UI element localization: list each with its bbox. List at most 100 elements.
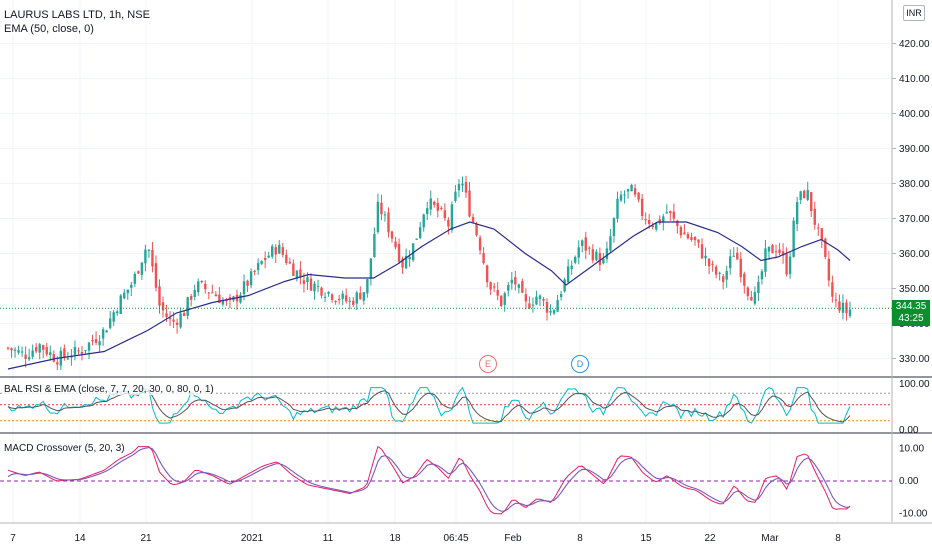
candle-body	[521, 281, 524, 293]
candle-body	[581, 240, 584, 246]
candle-body	[799, 191, 802, 200]
candle-body	[348, 300, 351, 302]
candle-body	[359, 292, 362, 300]
candle-body	[517, 284, 521, 288]
candle-body	[757, 281, 760, 294]
candle-body	[640, 198, 644, 216]
candle-body	[281, 247, 284, 255]
candle-body	[510, 279, 513, 284]
candle-body	[94, 339, 98, 343]
candle-body	[700, 244, 704, 259]
candle-body	[795, 202, 799, 225]
candle-body	[299, 269, 302, 277]
candle-body	[137, 271, 140, 274]
macd-axis-label: 10.00	[899, 443, 924, 454]
dividend-event-label: D	[576, 359, 584, 369]
x-tick-label: Mar	[761, 533, 779, 544]
y-tick-label: 330.00	[899, 354, 930, 365]
dividend-event-marker[interactable]: D	[571, 355, 589, 373]
candle-body	[337, 298, 341, 301]
candle-body	[267, 255, 270, 258]
y-tick-label: 420.00	[899, 39, 930, 50]
macd-legend-text: MACD Crossover (5, 20, 3)	[4, 443, 125, 454]
y-tick-label: 380.00	[899, 179, 930, 190]
candle-body	[397, 243, 401, 262]
candle-body	[820, 228, 824, 241]
candle-body	[743, 273, 746, 286]
candle-body	[450, 204, 454, 231]
candle-body	[468, 190, 471, 217]
candle-body	[239, 294, 242, 303]
earnings-event-label: E	[484, 359, 491, 369]
candle-body	[485, 265, 489, 283]
candle-body	[556, 300, 559, 312]
candle-body	[577, 247, 580, 258]
candle-body	[545, 302, 549, 313]
candle-body	[514, 277, 517, 285]
candle-body	[785, 253, 788, 275]
candle-body	[101, 329, 105, 339]
candle-body	[31, 350, 34, 357]
candle-body	[665, 212, 669, 214]
candle-body	[214, 294, 218, 297]
ema-legend-text: EMA (50, close, 0)	[4, 23, 94, 35]
candle-body	[570, 265, 573, 270]
candle-body	[34, 347, 38, 352]
candle-body	[112, 312, 115, 322]
candle-body	[376, 201, 380, 232]
candle-body	[454, 191, 457, 201]
candle-body	[475, 223, 478, 236]
candle-body	[362, 292, 366, 301]
candle-body	[373, 234, 376, 258]
y-tick-label: 360.00	[899, 249, 930, 260]
candle-body	[10, 348, 13, 351]
candle-body	[197, 281, 200, 293]
candle-body	[792, 220, 795, 257]
candle-body	[478, 237, 482, 251]
candle-body	[489, 282, 492, 290]
candle-body	[27, 357, 31, 360]
rsi-axis-label: 100.00	[899, 379, 930, 390]
candle-body	[49, 352, 52, 356]
candle-body	[161, 302, 165, 311]
candle-body	[158, 286, 161, 306]
candle-body	[306, 277, 309, 283]
candle-body	[415, 238, 418, 240]
candle-body	[77, 350, 80, 352]
candle-body	[87, 342, 91, 351]
candle-body	[211, 292, 214, 294]
candle-body	[380, 202, 383, 215]
candle-body	[302, 280, 306, 284]
candle-body	[327, 291, 330, 294]
candle-body	[172, 319, 175, 322]
y-tick-label: 410.00	[899, 74, 930, 85]
earnings-event-marker[interactable]: E	[479, 355, 497, 373]
candle-body	[366, 279, 369, 294]
rsi-legend: BAL RSI & EMA (close, 7, 7, 20, 30, 0, 8…	[4, 383, 214, 397]
currency-button[interactable]: INR	[903, 5, 925, 21]
candle-body	[810, 192, 813, 212]
rsi-legend-text: BAL RSI & EMA (close, 7, 7, 20, 30, 0, 8…	[4, 384, 214, 395]
candle-body	[249, 271, 253, 286]
candle-body	[711, 263, 714, 265]
candle-body	[461, 183, 464, 186]
candle-body	[274, 247, 277, 255]
candle-body	[542, 299, 545, 301]
candle-body	[411, 243, 415, 261]
candle-body	[602, 259, 605, 264]
candle-body	[260, 260, 263, 264]
candle-body	[408, 256, 411, 260]
candle-body	[355, 292, 358, 304]
candle-body	[457, 184, 461, 191]
candle-body	[80, 351, 84, 354]
candle-body	[313, 283, 316, 292]
candle-body	[725, 270, 728, 280]
candle-body	[721, 276, 725, 282]
candle-body	[552, 310, 556, 314]
candle-body	[246, 280, 249, 286]
candle-body	[771, 244, 774, 254]
x-tick-label: 7	[10, 533, 16, 544]
candle-body	[292, 263, 295, 276]
candle-body	[24, 354, 27, 359]
